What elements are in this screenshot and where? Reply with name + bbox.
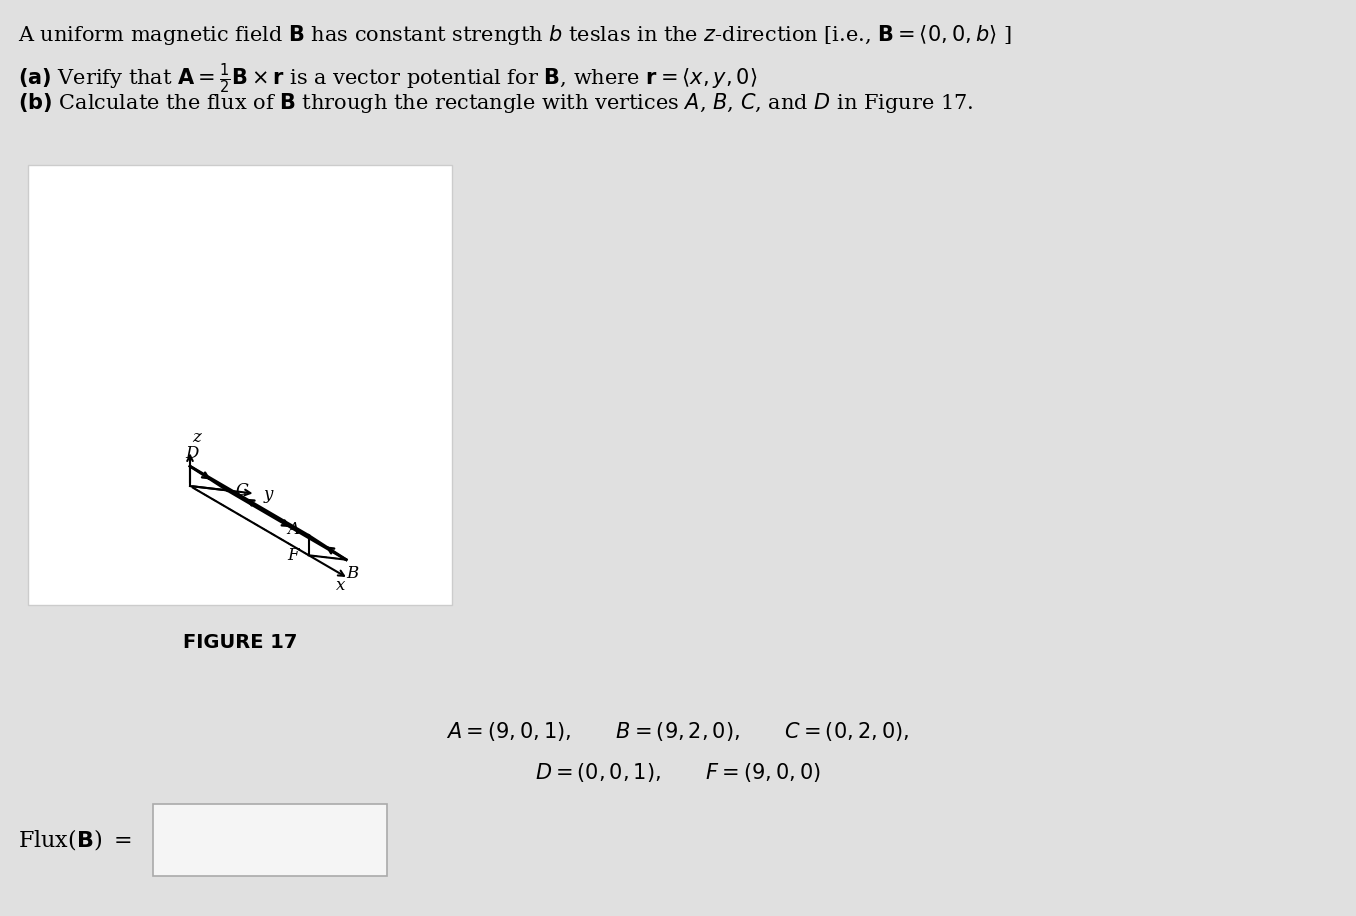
Text: D: D bbox=[184, 445, 198, 463]
Text: B: B bbox=[346, 564, 358, 582]
Polygon shape bbox=[190, 466, 346, 560]
Text: FIGURE 17: FIGURE 17 bbox=[183, 633, 297, 652]
Text: $\mathbf{(b)}$ Calculate the flux of $\mathbf{B}$ through the rectangle with ver: $\mathbf{(b)}$ Calculate the flux of $\m… bbox=[18, 91, 974, 115]
Text: $\mathbf{(a)}$ Verify that $\mathbf{A} = \frac{1}{2}\mathbf{B} \times \mathbf{r}: $\mathbf{(a)}$ Verify that $\mathbf{A} =… bbox=[18, 61, 758, 95]
Text: $A = (9, 0, 1), \quad\quad B = (9, 2, 0), \quad\quad C = (0, 2, 0),$: $A = (9, 0, 1), \quad\quad B = (9, 2, 0)… bbox=[446, 720, 910, 743]
FancyBboxPatch shape bbox=[153, 804, 386, 876]
FancyBboxPatch shape bbox=[28, 165, 452, 605]
Text: A: A bbox=[287, 520, 298, 538]
Text: z: z bbox=[193, 430, 201, 446]
Text: C: C bbox=[236, 483, 248, 499]
Text: Flux($\mathbf{B}$) $=$: Flux($\mathbf{B}$) $=$ bbox=[18, 826, 132, 852]
Text: x: x bbox=[336, 577, 346, 594]
Text: y: y bbox=[263, 485, 273, 503]
Text: F: F bbox=[287, 547, 298, 564]
Text: A uniform magnetic field $\mathbf{B}$ has constant strength $b$ teslas in the $z: A uniform magnetic field $\mathbf{B}$ ha… bbox=[18, 23, 1012, 47]
Text: $D = (0, 0, 1), \quad\quad F = (9, 0, 0)$: $D = (0, 0, 1), \quad\quad F = (9, 0, 0)… bbox=[536, 761, 820, 784]
